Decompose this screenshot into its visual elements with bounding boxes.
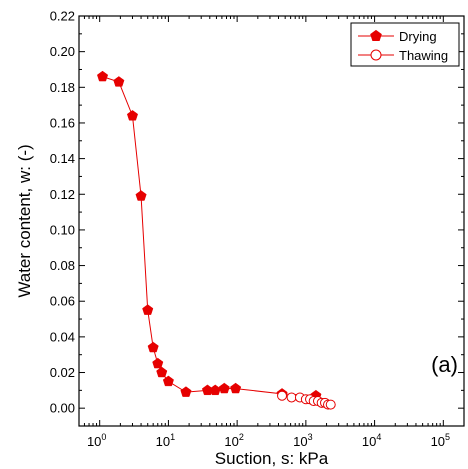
y-tick-label: 0.18 xyxy=(50,80,75,95)
data-point-drying xyxy=(209,384,221,396)
plot-frame xyxy=(78,15,465,427)
data-point-drying xyxy=(126,110,139,121)
x-tick-label: 104 xyxy=(362,432,381,449)
legend-drying-marker xyxy=(370,29,382,41)
series-thawing xyxy=(277,390,336,410)
data-point-drying xyxy=(218,382,230,394)
data-point-thawing xyxy=(325,399,336,410)
x-axis-minor-ticks xyxy=(83,16,441,426)
y-tick-label: 0.08 xyxy=(50,258,75,273)
series-drying xyxy=(97,70,322,401)
legend-box xyxy=(350,22,460,67)
data-point-drying xyxy=(135,190,147,201)
data-point-drying xyxy=(162,375,174,387)
y-tick-label: 0.06 xyxy=(50,294,75,309)
legend-label-drying: Drying xyxy=(399,29,437,44)
y-tick-label: 0.10 xyxy=(50,222,75,237)
y-tick-label: 0.00 xyxy=(50,401,75,416)
x-tick-label: 103 xyxy=(293,432,312,449)
y-tick-label: 0.16 xyxy=(50,115,75,130)
series-line-drying xyxy=(102,76,316,397)
y-axis-title: Water content, w: (-) xyxy=(15,144,34,297)
series-layer xyxy=(97,70,336,410)
y-tick-label: 0.14 xyxy=(50,151,75,166)
panel-annotation: (a) xyxy=(431,352,458,377)
legend-thawing-marker xyxy=(370,49,382,61)
data-point-drying xyxy=(147,341,159,353)
y-tick-label: 0.22 xyxy=(50,9,75,24)
x-tick-label: 102 xyxy=(224,432,243,449)
x-tick-label: 105 xyxy=(431,432,450,449)
legend-label-thawing: Thawing xyxy=(399,48,448,63)
data-point-drying xyxy=(152,357,164,369)
y-tick-label: 0.12 xyxy=(50,187,75,202)
x-axis-title: Suction, s: kPa xyxy=(215,449,329,468)
legend: Drying Thawing xyxy=(350,22,460,67)
data-point-drying xyxy=(156,366,168,378)
data-point-drying xyxy=(97,70,109,82)
y-tick-label: 0.20 xyxy=(50,44,75,59)
data-point-drying xyxy=(142,304,154,315)
data-point-drying xyxy=(230,382,242,394)
y-axis-ticks: 0.00 0.02 0.04 0.06 0.08 0.10 0.12 0.14 0.16 0.18… xyxy=(50,9,464,416)
data-point-thawing xyxy=(286,392,297,403)
y-tick-label: 0.04 xyxy=(50,329,75,344)
data-point-thawing xyxy=(277,390,288,401)
x-tick-label: 101 xyxy=(156,432,175,449)
data-point-drying xyxy=(180,386,192,397)
x-tick-label: 100 xyxy=(87,432,106,449)
y-tick-label: 0.02 xyxy=(50,365,75,380)
data-point-drying xyxy=(113,76,125,87)
x-axis-ticks: 100 101 102 103 104 105 xyxy=(87,16,450,449)
